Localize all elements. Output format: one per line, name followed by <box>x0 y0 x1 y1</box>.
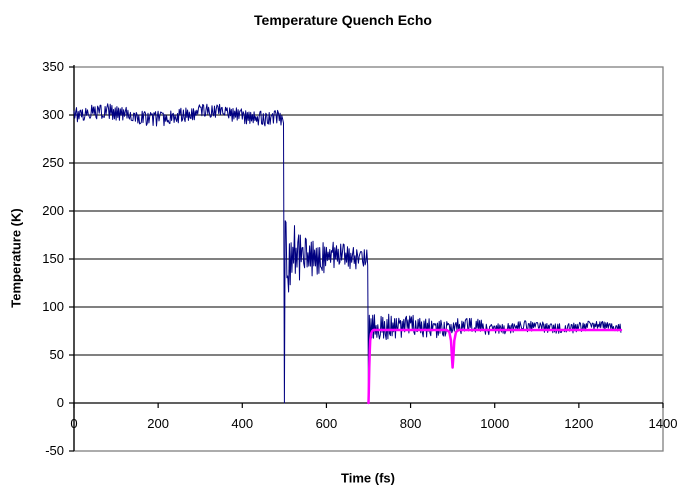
x-tick-label: 400 <box>231 416 253 431</box>
y-tick-label: 250 <box>42 155 64 170</box>
y-tick-label: 50 <box>50 347 64 362</box>
x-tick-label: 600 <box>316 416 338 431</box>
x-tick-label: 200 <box>147 416 169 431</box>
x-tick-label: 1200 <box>564 416 593 431</box>
y-tick-label: 0 <box>57 395 64 410</box>
y-tick-label: -50 <box>45 443 64 458</box>
navy-temperature-series-path <box>73 103 622 404</box>
x-tick-label: 800 <box>400 416 422 431</box>
y-tick-label: 200 <box>42 203 64 218</box>
y-tick-label: 100 <box>42 299 64 314</box>
x-tick-label: 1400 <box>649 416 678 431</box>
y-tick-label: 150 <box>42 251 64 266</box>
x-axis-title: Time (fs) <box>341 470 395 486</box>
x-tick-label: 1000 <box>480 416 509 431</box>
y-tick-label: 350 <box>42 59 64 74</box>
x-tick-label: 0 <box>70 416 77 431</box>
y-tick-label: 300 <box>42 107 64 122</box>
chart-title: Temperature Quench Echo <box>254 12 432 28</box>
magenta-echo-series-path <box>367 328 623 405</box>
